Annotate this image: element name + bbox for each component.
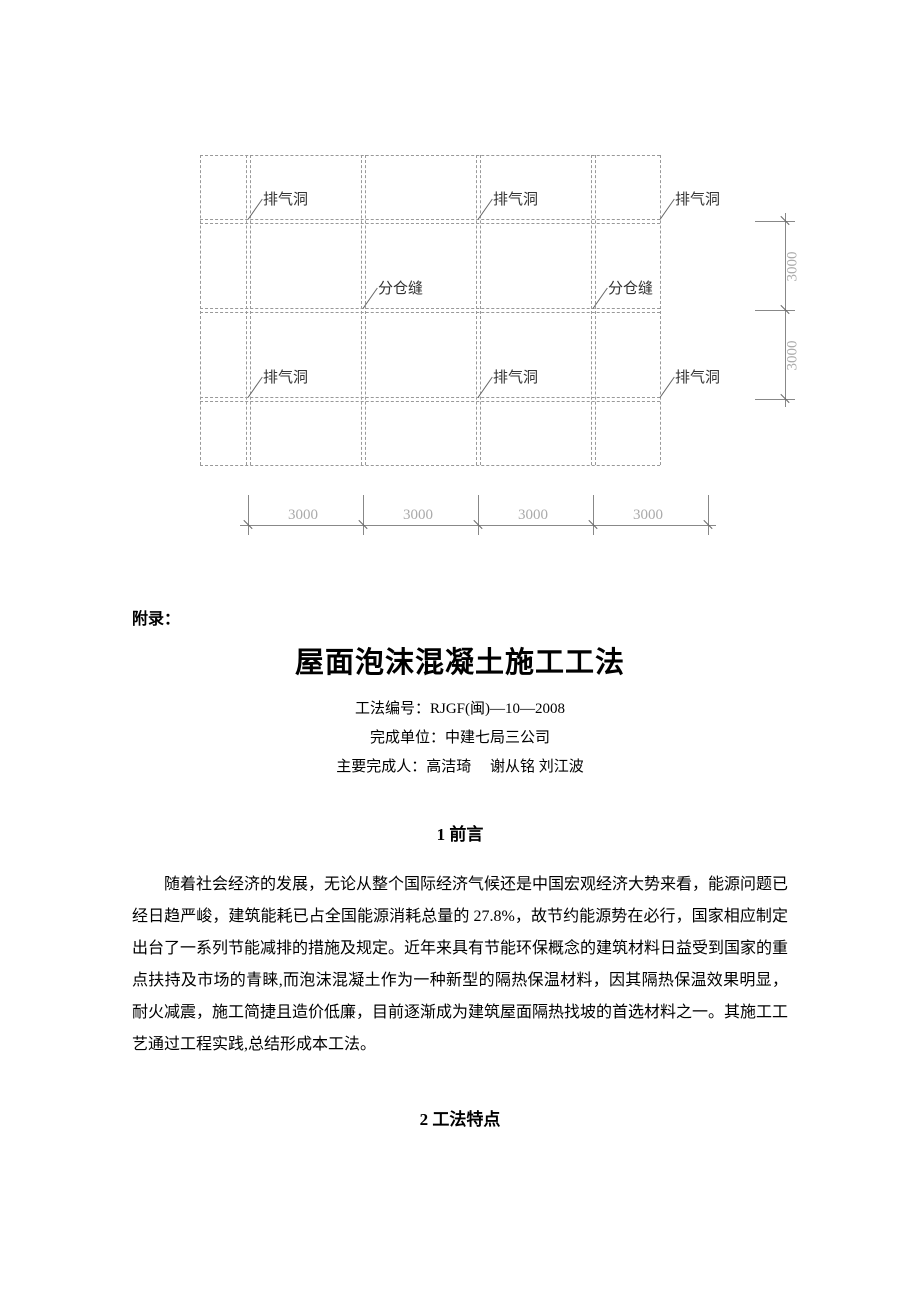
grid-v-5 [660, 155, 661, 465]
dim-slash [780, 305, 790, 315]
dim-vertical: 3000 3000 [750, 221, 810, 399]
document-content: 附录： 屋面泡沫混凝土施工工法 工法编号：RJGF(闽)—10—2008 完成单… [132, 605, 788, 1154]
dim-value: 3000 [785, 252, 802, 282]
dim-slash [473, 520, 483, 530]
plan-diagram: 排气洞 排气洞 排气洞 分仓缝 分仓缝 排气洞 排气洞 排气洞 [200, 155, 780, 465]
dim-value: 3000 [785, 341, 802, 371]
dim-value: 3000 [633, 507, 663, 524]
dim-value: 3000 [403, 507, 433, 524]
grid-h-2 [200, 308, 660, 312]
label-seam: 分仓缝 [608, 277, 653, 298]
leader [660, 377, 675, 398]
label-vent: 排气洞 [493, 366, 538, 387]
label-seam: 分仓缝 [378, 277, 423, 298]
label-vent: 排气洞 [675, 366, 720, 387]
code-line: 工法编号：RJGF(闽)—10—2008 [132, 697, 788, 718]
grid-h-3 [200, 397, 660, 401]
leader [660, 199, 675, 220]
dim-slash [243, 520, 253, 530]
dim-slash [703, 520, 713, 530]
grid-h-4 [200, 465, 660, 466]
dim-slash [780, 394, 790, 404]
dim-slash [358, 520, 368, 530]
grid-h-1 [200, 219, 660, 223]
document-title: 屋面泡沫混凝土施工工法 [132, 639, 788, 681]
dim-slash [780, 216, 790, 226]
authors-line: 主要完成人：高洁琦 谢从铭 刘江波 [132, 755, 788, 776]
dim-slash [588, 520, 598, 530]
dim-horizontal: 3000 3000 3000 3000 [248, 495, 708, 555]
dim-value: 3000 [288, 507, 318, 524]
section-2-title: 2 工法特点 [132, 1105, 788, 1130]
dim-value: 3000 [518, 507, 548, 524]
grid-h-0 [200, 155, 660, 156]
section-1-body: 随着社会经济的发展，无论从整个国际经济气候还是中国宏观经济大势来看，能源问题已经… [132, 869, 788, 1061]
unit-line: 完成单位：中建七局三公司 [132, 726, 788, 747]
label-vent: 排气洞 [263, 366, 308, 387]
label-vent: 排气洞 [675, 188, 720, 209]
label-vent: 排气洞 [263, 188, 308, 209]
section-1-title: 1 前言 [132, 820, 788, 845]
label-vent: 排气洞 [493, 188, 538, 209]
appendix-label: 附录： [132, 605, 788, 629]
